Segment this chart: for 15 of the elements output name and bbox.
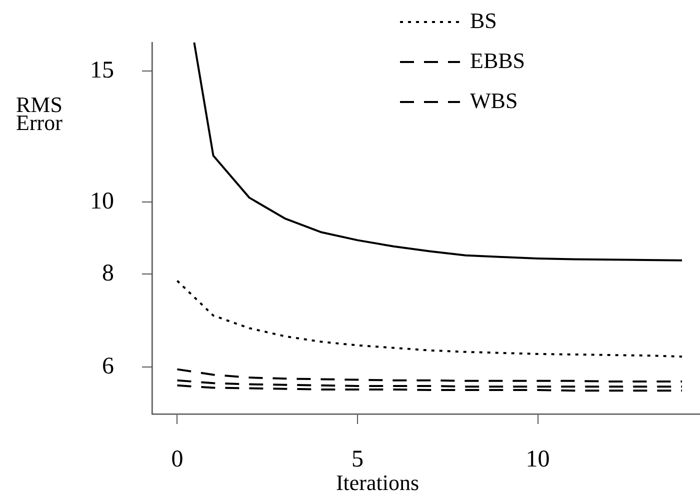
- x-tick-label: 0: [171, 446, 184, 473]
- y-tick-label: 10: [90, 188, 114, 214]
- x-axis-title: Iterations: [336, 470, 420, 495]
- line-series: [176, 280, 683, 358]
- legend-label: BS: [470, 8, 497, 33]
- x-tick-label: 10: [526, 446, 550, 473]
- legend-label: WBS: [470, 88, 518, 113]
- y-tick-label: 15: [90, 58, 114, 84]
- line-series: [176, 368, 683, 382]
- y-tick-label: 6: [102, 353, 114, 380]
- y-axis-title: RMS Error: [16, 92, 64, 135]
- legend-label: EBBS: [470, 48, 526, 73]
- x-tick-label: 5: [352, 446, 364, 473]
- y-tick-label: 8: [102, 260, 114, 287]
- line-series: [176, 379, 683, 388]
